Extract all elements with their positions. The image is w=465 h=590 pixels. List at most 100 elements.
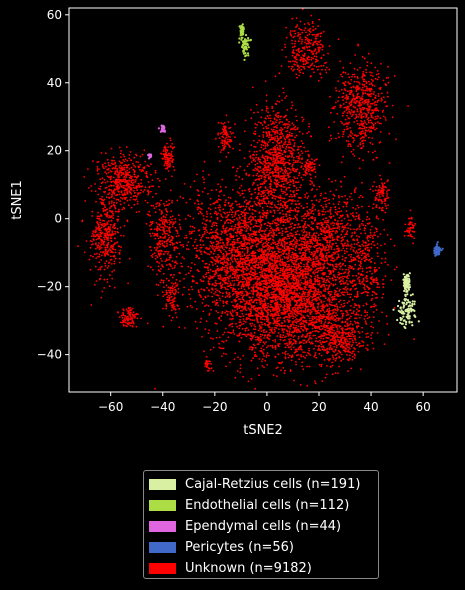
data-point <box>265 279 268 281</box>
data-point <box>295 266 298 268</box>
data-point <box>256 336 259 338</box>
data-point <box>287 353 289 355</box>
data-point <box>215 229 218 232</box>
data-point <box>317 325 320 328</box>
data-point <box>211 301 214 304</box>
data-point <box>332 309 335 311</box>
data-point <box>253 331 256 334</box>
data-point <box>237 261 240 263</box>
data-point <box>286 294 289 296</box>
data-point <box>240 240 243 243</box>
data-point <box>286 253 288 256</box>
data-point <box>184 327 187 329</box>
data-point <box>293 264 296 266</box>
data-point <box>349 354 351 357</box>
data-point <box>333 289 336 292</box>
data-point <box>284 356 287 358</box>
data-point <box>285 180 288 183</box>
data-point <box>215 336 218 339</box>
data-point <box>266 256 269 258</box>
data-point <box>241 306 243 309</box>
data-point <box>239 143 241 146</box>
data-point <box>299 267 302 270</box>
data-point <box>295 354 298 357</box>
data-point <box>211 295 214 298</box>
data-point <box>319 314 322 317</box>
data-point <box>301 254 304 257</box>
data-point <box>278 256 281 258</box>
data-point <box>235 322 237 325</box>
data-point <box>209 268 212 271</box>
data-point <box>275 287 277 290</box>
data-point <box>228 252 231 255</box>
data-point <box>304 295 307 298</box>
data-point <box>202 215 205 217</box>
data-point <box>277 267 280 269</box>
data-point <box>235 170 238 173</box>
data-point <box>193 241 196 243</box>
data-point <box>286 249 288 251</box>
data-point <box>299 279 302 281</box>
data-point <box>287 320 290 323</box>
data-point <box>345 289 348 291</box>
data-point <box>203 160 206 163</box>
data-point <box>278 324 281 327</box>
data-point <box>336 314 339 316</box>
data-point <box>246 252 249 254</box>
data-point <box>280 311 283 314</box>
data-point <box>277 322 280 325</box>
data-point <box>197 229 200 232</box>
data-point <box>241 248 244 250</box>
data-point <box>255 244 257 246</box>
data-point <box>274 133 276 135</box>
data-point <box>288 290 291 292</box>
data-point <box>242 323 245 325</box>
data-point <box>239 222 242 225</box>
data-point <box>261 251 264 254</box>
data-point <box>340 283 343 285</box>
data-point <box>345 314 348 316</box>
data-point <box>291 323 293 326</box>
data-point <box>293 292 296 294</box>
data-point <box>264 229 267 232</box>
data-point <box>236 303 239 305</box>
data-point <box>306 282 309 285</box>
data-point <box>252 272 255 274</box>
data-point <box>273 315 276 318</box>
data-point <box>209 212 212 215</box>
data-point <box>202 275 205 278</box>
data-point <box>298 233 301 236</box>
data-point <box>311 290 313 293</box>
data-point <box>301 277 304 279</box>
data-point <box>278 72 281 75</box>
data-point <box>318 331 320 333</box>
data-point <box>271 259 274 262</box>
data-point <box>306 308 309 311</box>
data-point <box>310 342 312 345</box>
data-point <box>253 252 255 255</box>
data-point <box>309 281 311 284</box>
data-point <box>219 247 221 249</box>
data-point <box>239 367 242 370</box>
data-point <box>208 174 210 176</box>
data-point <box>241 312 244 315</box>
data-point <box>228 280 230 282</box>
data-point <box>253 111 255 114</box>
data-point <box>225 353 227 355</box>
data-point <box>324 297 327 299</box>
data-point <box>277 320 280 322</box>
data-point <box>265 240 268 243</box>
data-point <box>271 250 273 253</box>
data-point <box>204 228 207 230</box>
data-point <box>229 257 232 260</box>
data-point <box>272 295 275 298</box>
data-point <box>209 245 212 247</box>
data-point <box>320 363 323 366</box>
data-point <box>328 307 331 310</box>
data-point <box>257 242 259 245</box>
data-point <box>224 250 227 253</box>
data-point <box>244 268 247 270</box>
data-point <box>199 244 202 246</box>
data-point <box>262 246 264 248</box>
data-point <box>290 269 293 271</box>
